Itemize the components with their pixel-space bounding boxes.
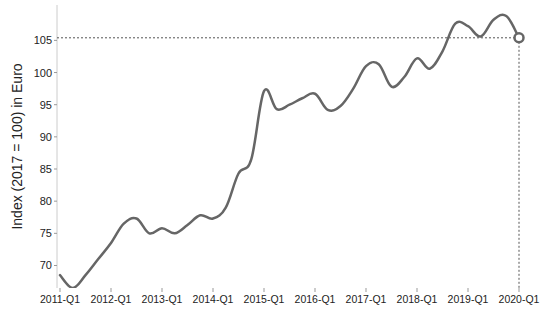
x-tick xyxy=(315,288,316,292)
y-tick-label: 95 xyxy=(40,99,52,111)
x-tick-label: 2012-Q1 xyxy=(91,293,132,305)
x-tick xyxy=(213,288,214,292)
y-tick xyxy=(54,233,57,234)
x-tick-label: 2015-Q1 xyxy=(244,293,285,305)
plot-area xyxy=(57,15,524,288)
y-tick-label: 70 xyxy=(40,259,52,271)
data-line xyxy=(60,15,519,288)
x-tick-label: 2019-Q1 xyxy=(448,293,489,305)
end-marker xyxy=(515,33,524,42)
x-tick xyxy=(162,288,163,292)
x-tick xyxy=(60,288,61,292)
y-tick xyxy=(54,104,57,105)
x-tick xyxy=(468,288,469,292)
chart: 70 75 80 85 90 95 100 105 2011-Q1 2012-Q1 2013-Q1 2… xyxy=(0,0,543,316)
y-tick-label: 105 xyxy=(34,34,52,46)
x-tick xyxy=(264,288,265,292)
x-tick-label: 2017-Q1 xyxy=(346,293,387,305)
x-tick-label: 2014-Q1 xyxy=(193,293,234,305)
y-tick xyxy=(54,169,57,170)
y-tick xyxy=(54,72,57,73)
y-tick-label: 90 xyxy=(40,131,52,143)
y-tick-label: 75 xyxy=(40,227,52,239)
y-tick xyxy=(54,201,57,202)
x-tick xyxy=(417,288,418,292)
x-tick xyxy=(519,288,520,292)
y-tick-label: 100 xyxy=(34,67,52,79)
x-tick-label: 2018-Q1 xyxy=(397,293,438,305)
x-tick-label: 2011-Q1 xyxy=(40,293,80,305)
x-tick-label: 2016-Q1 xyxy=(295,293,336,305)
reference-line xyxy=(519,38,520,288)
y-tick xyxy=(54,136,57,137)
y-tick xyxy=(54,40,57,41)
y-tick-label: 85 xyxy=(40,163,52,175)
x-tick xyxy=(111,288,112,292)
y-axis-label: Index (2017 = 100) in Euro xyxy=(9,63,25,229)
y-tick-label: 80 xyxy=(40,195,52,207)
y-tick xyxy=(54,265,57,266)
x-tick-label: 2020-Q1 xyxy=(499,293,540,305)
x-tick xyxy=(366,288,367,292)
x-tick-label: 2013-Q1 xyxy=(142,293,183,305)
y-axis-line xyxy=(57,5,58,288)
